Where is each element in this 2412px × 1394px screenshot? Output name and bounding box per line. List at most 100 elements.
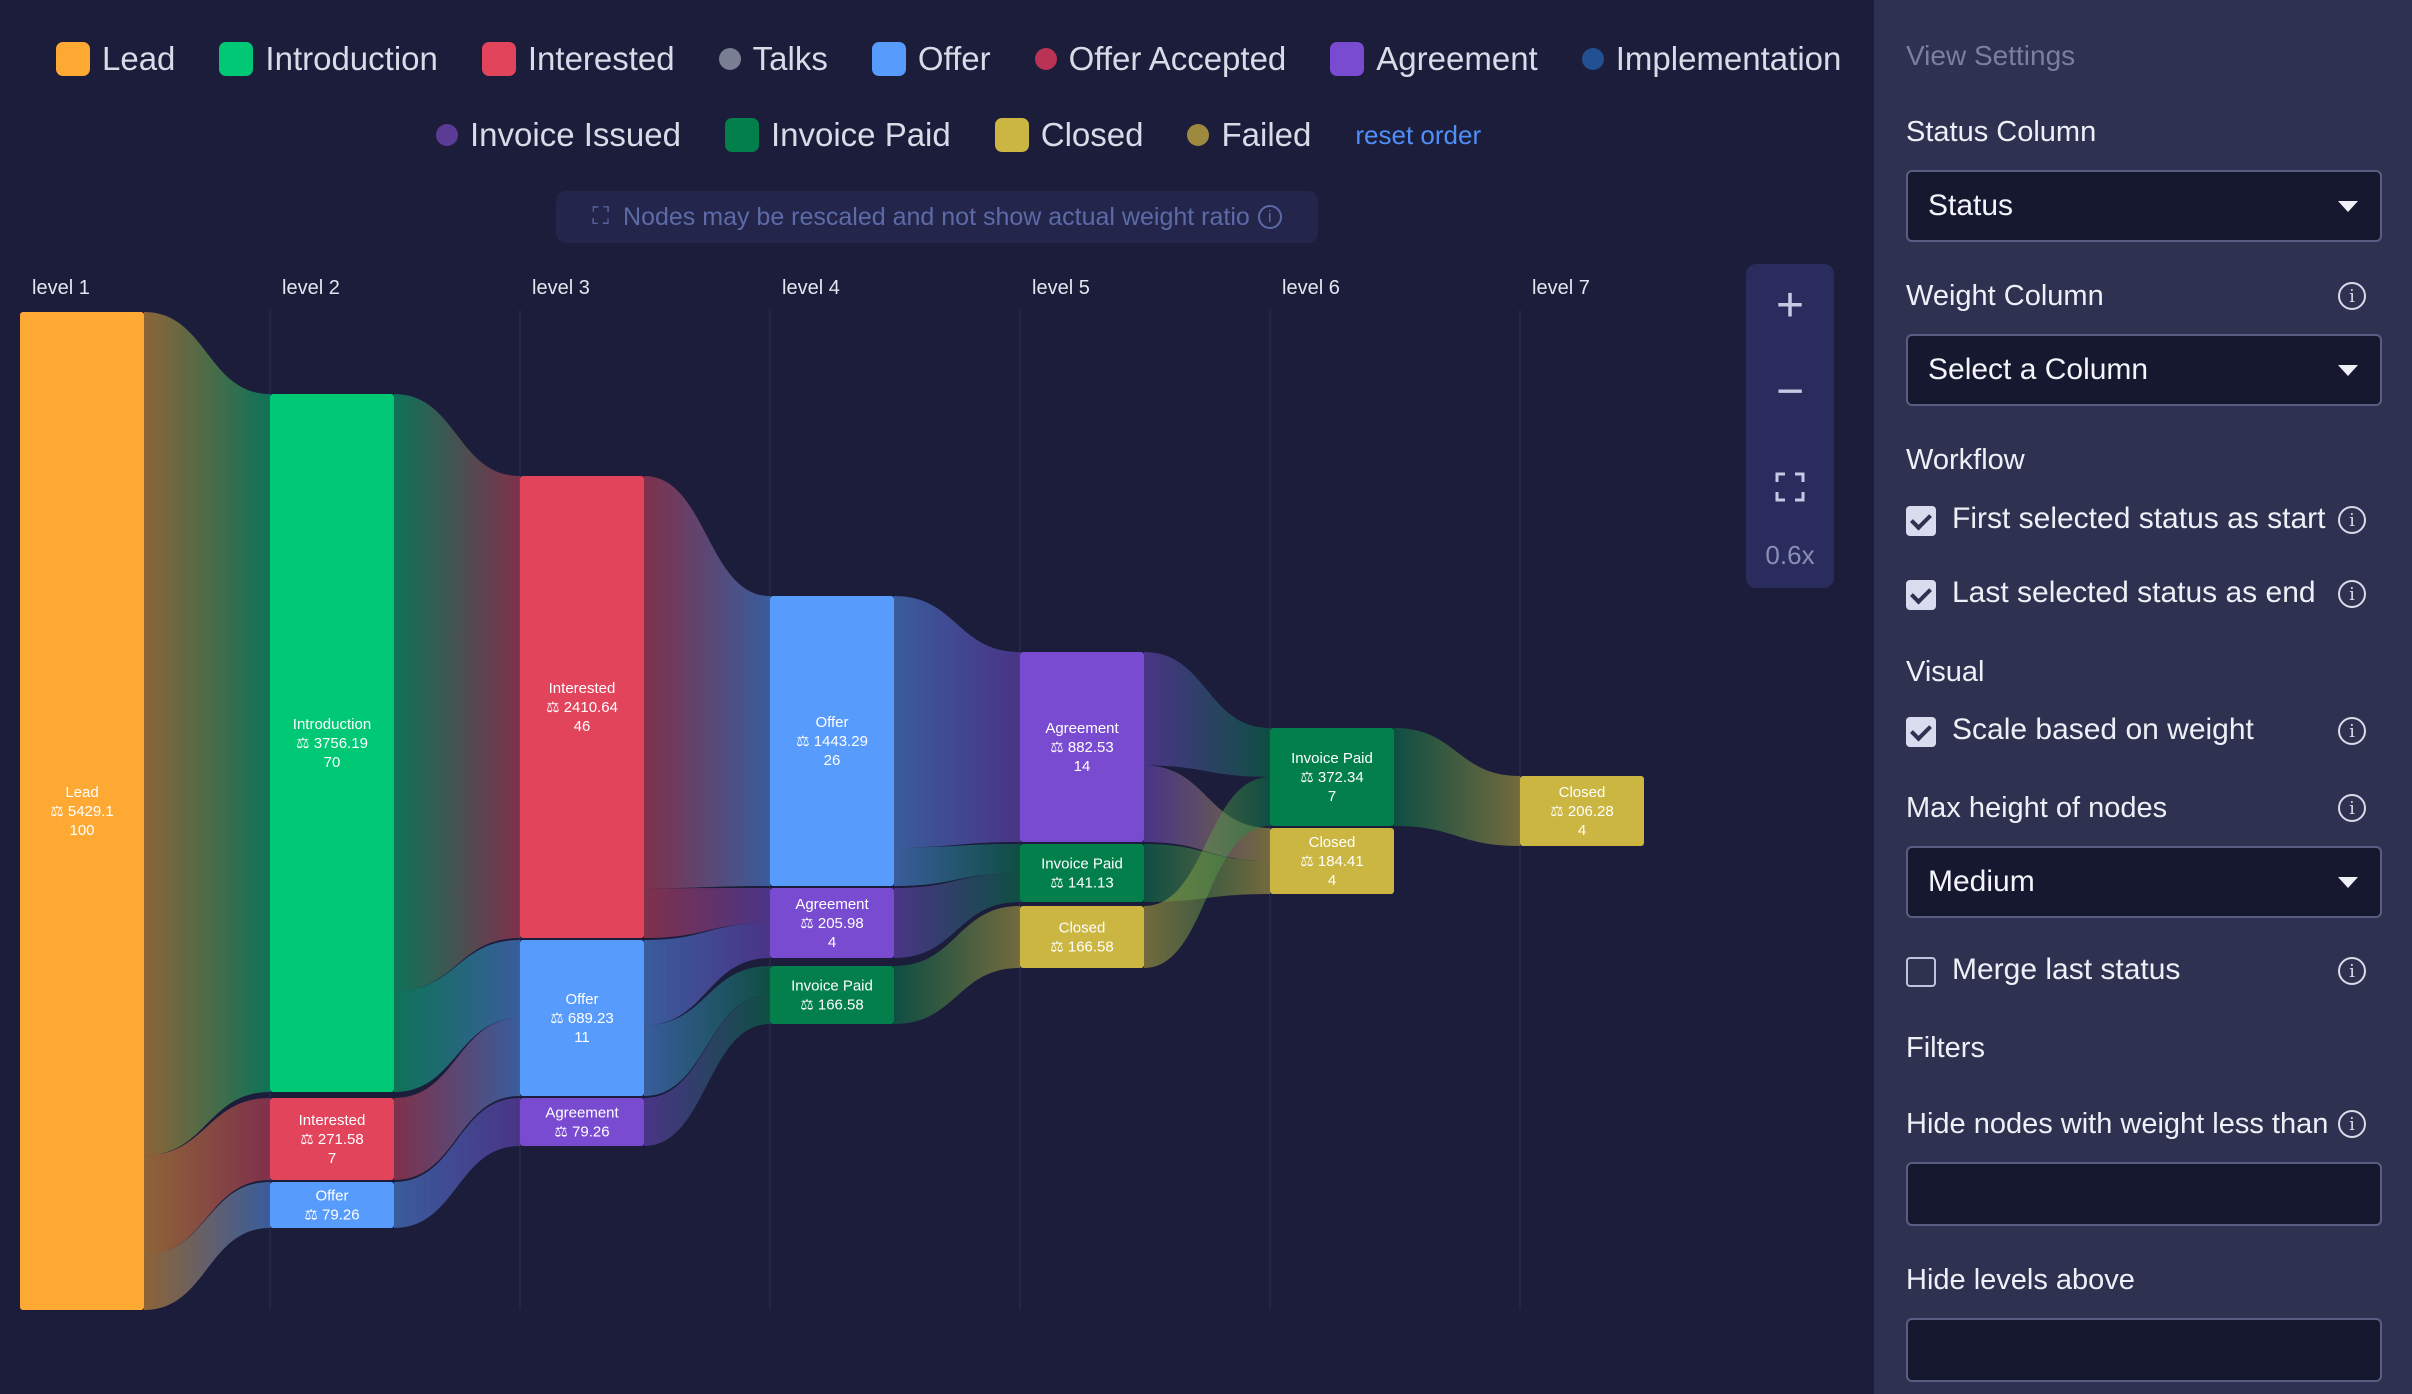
sankey-link[interactable] <box>394 1098 520 1228</box>
sankey-node-bar[interactable] <box>270 1182 394 1228</box>
sankey-node-bar[interactable] <box>1270 828 1394 894</box>
sankey-link[interactable] <box>144 1098 270 1255</box>
info-icon[interactable]: i <box>2338 1110 2366 1138</box>
sankey-link[interactable] <box>394 1018 520 1180</box>
sankey-node-agreement[interactable]: Agreement ⚖ 79.26 <box>520 1098 644 1146</box>
sankey-node-invoice-paid[interactable]: Invoice Paid ⚖ 166.58 <box>770 966 894 1024</box>
legend-item-lead[interactable]: Lead <box>56 40 175 78</box>
legend-item-interested[interactable]: Interested <box>481 40 675 78</box>
hide-levels-input[interactable] <box>1906 1318 2382 1382</box>
sankey-node-interested[interactable]: Interested ⚖ 2410.64 46 <box>520 476 644 938</box>
zoom-out-button[interactable]: − <box>1775 365 1805 418</box>
filters-label: Filters <box>1906 1032 1985 1064</box>
sankey-link[interactable] <box>644 923 770 1026</box>
info-icon[interactable]: i <box>2338 580 2366 608</box>
legend-item-failed[interactable]: Failed <box>1187 116 1311 154</box>
sankey-node-offer[interactable]: Offer ⚖ 689.23 11 <box>520 940 644 1096</box>
sankey-link[interactable] <box>394 394 520 992</box>
weight-column-select[interactable]: Select a Column <box>1906 334 2382 406</box>
sankey-node-bar[interactable] <box>1020 652 1144 842</box>
sankey-node-bar[interactable] <box>770 966 894 1024</box>
info-icon[interactable]: i <box>1257 205 1282 229</box>
node-weight-label: ⚖ 882.53 <box>1050 739 1114 756</box>
sankey-node-lead[interactable]: Lead ⚖ 5429.1 100 <box>20 312 144 1310</box>
sankey-link[interactable] <box>644 476 770 889</box>
sankey-node-bar[interactable] <box>270 394 394 1092</box>
legend-item-talks[interactable]: Talks <box>718 40 828 78</box>
hide-nodes-input[interactable] <box>1906 1162 2382 1226</box>
sankey-link[interactable] <box>644 888 770 938</box>
legend-swatch <box>1330 42 1365 76</box>
sankey-node-invoice-paid[interactable]: Invoice Paid ⚖ 372.34 7 <box>1270 728 1394 826</box>
status-column-select[interactable]: Status <box>1906 170 2382 242</box>
max-height-select[interactable]: Medium <box>1906 846 2382 918</box>
sankey-link[interactable] <box>894 873 1020 958</box>
legend-row: Invoice Issued Invoice Paid Closed Failed re… <box>436 116 1481 154</box>
sankey-node-invoice-paid[interactable]: Invoice Paid ⚖ 141.13 <box>1020 844 1144 902</box>
sankey-link[interactable] <box>144 1182 270 1310</box>
legend-item-invoice-paid[interactable]: Invoice Paid <box>724 116 951 154</box>
sankey-node-interested[interactable]: Interested ⚖ 271.58 7 <box>270 1098 394 1180</box>
scale-weight-label: Scale based on weight <box>1952 713 2254 746</box>
node-status-label: Offer <box>315 1188 348 1205</box>
sankey-node-offer[interactable]: Offer ⚖ 1443.29 26 <box>770 596 894 886</box>
legend-item-implementation[interactable]: Implementation <box>1581 40 1841 78</box>
sankey-link[interactable] <box>894 906 1020 1024</box>
fit-screen-icon[interactable] <box>1746 468 1834 504</box>
sankey-node-bar[interactable] <box>520 476 644 938</box>
last-status-checkbox[interactable] <box>1906 580 1936 610</box>
sankey-node-closed[interactable]: Closed ⚖ 166.58 <box>1020 906 1144 968</box>
sankey-link[interactable] <box>894 844 1020 886</box>
sankey-node-bar[interactable] <box>20 312 144 1310</box>
info-icon[interactable]: i <box>2338 794 2366 822</box>
scale-weight-checkbox[interactable] <box>1906 717 1936 747</box>
sankey-node-closed[interactable]: Closed ⚖ 206.28 4 <box>1520 776 1644 846</box>
reset-order-link[interactable]: reset order <box>1355 119 1482 150</box>
info-icon[interactable]: i <box>2338 717 2366 745</box>
sankey-chart: level 1 level 2 level 3 level 4 level 5 level… <box>20 277 1644 1310</box>
legend-item-offer-accepted[interactable]: Offer Accepted <box>1034 40 1286 78</box>
legend-item-introduction[interactable]: Introduction <box>219 40 438 78</box>
sankey-node-bar[interactable] <box>520 1098 644 1146</box>
sankey-node-bar[interactable] <box>1020 906 1144 968</box>
sankey-node-agreement[interactable]: Agreement ⚖ 205.98 4 <box>770 888 894 958</box>
sankey-node-bar[interactable] <box>1020 844 1144 902</box>
status-column-label: Status Column <box>1906 116 2097 148</box>
sankey-link[interactable] <box>394 940 520 1092</box>
legend-item-offer[interactable]: Offer <box>871 40 991 78</box>
legend-item-closed[interactable]: Closed <box>994 116 1143 154</box>
sankey-node-bar[interactable] <box>1270 728 1394 826</box>
sankey-node-bar[interactable] <box>770 596 894 886</box>
sankey-node-closed[interactable]: Closed ⚖ 184.41 4 <box>1270 828 1394 894</box>
legend-item-agreement[interactable]: Agreement <box>1330 40 1538 78</box>
sankey-node-agreement[interactable]: Agreement ⚖ 882.53 14 <box>1020 652 1144 842</box>
node-weight-label: ⚖ 3756.19 <box>296 735 368 752</box>
sankey-link[interactable] <box>1144 652 1270 777</box>
sankey-link[interactable] <box>144 312 270 1156</box>
sankey-node-bar[interactable] <box>270 1098 394 1180</box>
node-status-label: Interested <box>549 680 616 697</box>
sankey-canvas-area[interactable]: Lead Introduction Interested Talks Offer Offe… <box>0 0 1874 1394</box>
info-icon[interactable]: i <box>2338 957 2366 985</box>
legend-swatch <box>219 42 254 76</box>
zoom-in-button[interactable]: + <box>1775 279 1805 332</box>
sankey-link[interactable] <box>1144 777 1270 968</box>
info-icon[interactable]: i <box>2338 506 2366 534</box>
sankey-node-bar[interactable] <box>770 888 894 958</box>
node-weight-label: ⚖ 205.98 <box>800 915 864 932</box>
first-status-checkbox[interactable] <box>1906 506 1936 536</box>
legend-label: Agreement <box>1376 40 1538 77</box>
node-count-label: 4 <box>1578 822 1586 839</box>
sankey-link[interactable] <box>644 995 770 1146</box>
legend-swatch <box>724 118 759 152</box>
sankey-link[interactable] <box>644 966 770 1096</box>
sankey-node-bar[interactable] <box>1520 776 1644 846</box>
sankey-node-bar[interactable] <box>520 940 644 1096</box>
sankey-link[interactable] <box>894 596 1020 848</box>
merge-last-checkbox[interactable] <box>1906 957 1936 987</box>
info-icon[interactable]: i <box>2338 282 2366 310</box>
sankey-link[interactable] <box>1394 728 1520 846</box>
sankey-node-offer[interactable]: Offer ⚖ 79.26 <box>270 1182 394 1228</box>
sankey-node-introduction[interactable]: Introduction ⚖ 3756.19 70 <box>270 394 394 1092</box>
legend-item-invoice-issued[interactable]: Invoice Issued <box>436 116 681 154</box>
